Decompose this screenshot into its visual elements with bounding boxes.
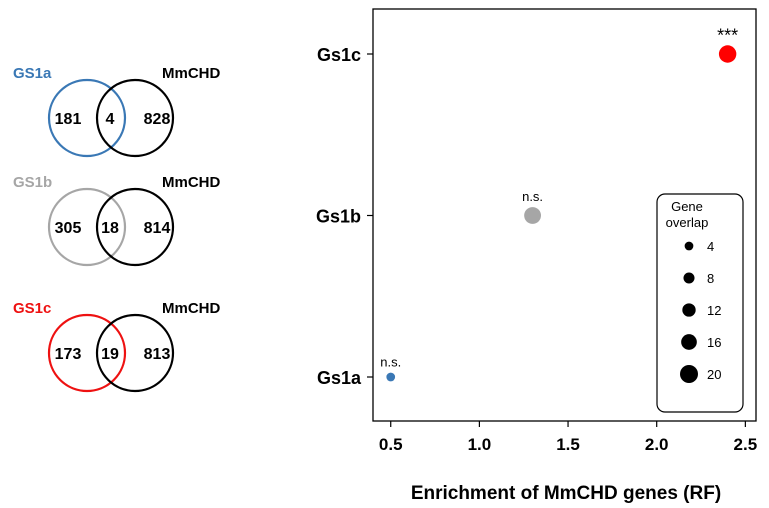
point-annotation: n.s.: [522, 189, 543, 204]
legend-size-label: 8: [707, 271, 714, 286]
venn-left-circle: [47, 313, 127, 393]
venn-right-count: 813: [144, 346, 171, 363]
legend-size-marker: [682, 303, 696, 317]
data-points: n.s. n.s. ***: [380, 25, 738, 382]
x-tick-label: 1.0: [468, 435, 492, 454]
legend-size-marker: [684, 241, 694, 251]
venn-other-label: MmCHD: [162, 65, 220, 82]
venn-overlap-count: 4: [106, 111, 115, 128]
venn-left-circle: [47, 78, 127, 158]
enrichment-chart: Gs1a Gs1b Gs1c 0.5 1.0 1.5 2.0 2.5 n.s. n.s. ***…: [316, 8, 757, 504]
venn-right-count: 814: [144, 220, 171, 237]
y-tick-label: Gs1c: [317, 45, 361, 65]
legend-size-label: 16: [707, 335, 721, 350]
venn-other-label: MmCHD: [162, 174, 220, 191]
size-legend: Gene overlap 4 8 12 16 20: [656, 193, 744, 413]
legend-size-label: 4: [707, 239, 714, 254]
venn-other-label: MmCHD: [162, 300, 220, 317]
legend-size-label: 12: [707, 303, 721, 318]
legend-title-line1: Gene: [671, 199, 703, 214]
legend-title-line2: overlap: [666, 215, 709, 230]
venn-gs1a: GS1a MmCHD 181 4 828: [13, 65, 220, 158]
venn-right-circle: [95, 313, 175, 393]
x-tick-label: 2.5: [734, 435, 758, 454]
venn-right-circle: [95, 78, 175, 158]
legend-size-marker: [683, 272, 695, 284]
point-gs1a: [386, 372, 396, 382]
venn-right-circle: [95, 187, 175, 267]
y-tick-label: Gs1a: [317, 368, 362, 388]
venn-set-label: GS1b: [13, 174, 52, 191]
x-tick-label: 2.0: [645, 435, 669, 454]
y-axis: Gs1a Gs1b Gs1c: [316, 45, 373, 388]
x-tick-label: 0.5: [379, 435, 403, 454]
venn-gs1c: GS1c MmCHD 173 19 813: [13, 300, 220, 393]
point-annotation: n.s.: [380, 355, 401, 370]
venn-gs1b: GS1b MmCHD 305 18 814: [13, 174, 220, 267]
x-axis: 0.5 1.0 1.5 2.0 2.5: [379, 421, 757, 454]
venn-overlap-count: 19: [101, 346, 119, 363]
venn-left-count: 181: [55, 111, 82, 128]
venn-overlap-count: 18: [101, 220, 119, 237]
point-gs1c: [718, 45, 737, 63]
venn-left-count: 305: [55, 220, 82, 237]
legend-size-marker: [680, 365, 698, 383]
venn-right-count: 828: [144, 111, 171, 128]
legend-size-label: 20: [707, 367, 721, 382]
venn-set-label: GS1c: [13, 300, 51, 317]
y-tick-label: Gs1b: [316, 207, 361, 227]
legend-size-marker: [681, 334, 697, 350]
legend-box: [656, 193, 744, 413]
venn-panels: GS1a MmCHD 181 4 828 GS1b MmCHD 305 18 814 GS1c MmC…: [13, 65, 220, 393]
x-tick-label: 1.5: [556, 435, 580, 454]
venn-left-count: 173: [55, 346, 82, 363]
point-gs1b: [524, 207, 542, 224]
point-annotation: ***: [717, 25, 738, 45]
venn-left-circle: [47, 187, 127, 267]
x-axis-label: Enrichment of MmCHD genes (RF): [411, 483, 721, 504]
venn-set-label: GS1a: [13, 65, 52, 82]
